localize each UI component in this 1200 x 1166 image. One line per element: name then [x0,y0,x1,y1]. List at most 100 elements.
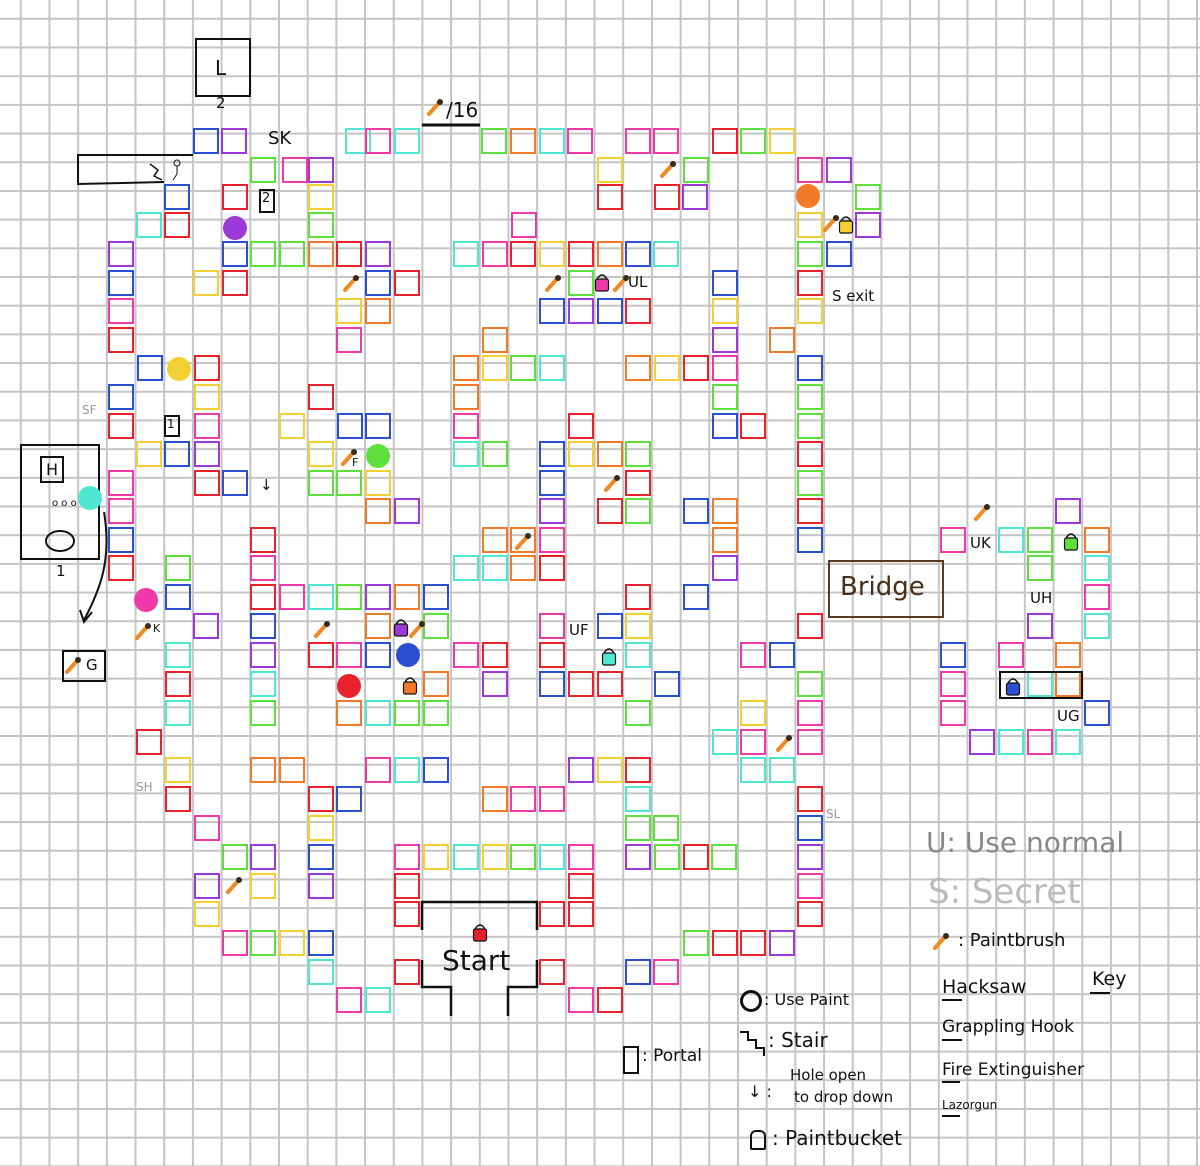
paintbrush-icon[interactable] [659,160,677,178]
paint-dot-magenta[interactable] [134,588,158,612]
tile-purple [365,584,391,610]
paintbrush-icon[interactable] [822,214,840,232]
paint-dot-purple[interactable] [223,216,247,240]
paintbrush-icon[interactable] [64,656,82,674]
tile-magenta [539,613,565,639]
legend-portal-icon [623,1046,639,1074]
tile-yellow [769,128,795,154]
tile-red [597,987,623,1013]
paintbrush-icon[interactable] [342,274,360,292]
tile-purple [308,873,334,899]
tile-green [165,555,191,581]
tile-red [797,901,823,927]
paintbrush-icon[interactable] [134,622,152,640]
paint-bucket-red[interactable] [472,922,488,942]
tile-red [136,729,162,755]
paint-dot-blue[interactable] [396,643,420,667]
paintbrush-icon[interactable] [544,274,562,292]
tile-blue [539,441,565,467]
paintbrush-icon[interactable] [225,876,243,894]
tile-magenta [282,157,308,183]
paintbrush-icon[interactable] [426,98,444,116]
grappling-hook-box[interactable]: G [62,650,106,682]
tile-red [165,671,191,697]
tile-cyan [453,555,479,581]
tile-orange [336,700,362,726]
tile-yellow [250,873,276,899]
tile-orange [394,584,420,610]
tile-orange [482,327,508,353]
paint-dot-cyan[interactable] [78,486,102,510]
paint-bucket-purple[interactable] [393,617,409,637]
tile-blue [1084,700,1110,726]
paintbrush-icon[interactable] [514,532,532,550]
paintbrush-icon[interactable] [313,620,331,638]
tile-magenta [567,128,593,154]
paint-bucket-orange[interactable] [402,675,418,695]
paintbrush-icon[interactable] [340,448,358,466]
tile-blue [683,584,709,610]
tile-magenta [453,642,479,668]
tile-red [308,786,334,812]
paint-bucket-green[interactable] [1063,531,1079,551]
tile-blue [423,757,449,783]
paint-bucket-magenta[interactable] [594,272,610,292]
tile-cyan [653,241,679,267]
portal-2-small[interactable]: 2 [259,189,275,213]
tile-blue [365,642,391,668]
tile-green [797,413,823,439]
paint-dot-green[interactable] [366,444,390,468]
tile-red [568,413,594,439]
legend-key: Key [1092,968,1127,990]
paintbrush-icon[interactable] [612,274,630,292]
tile-blue [164,441,190,467]
tile-red [108,413,134,439]
paintbrush-icon[interactable] [775,734,793,752]
tile-purple [365,241,391,267]
paint-dot-red[interactable] [337,674,361,698]
paintbrush-icon[interactable] [932,932,950,950]
tile-magenta [653,128,679,154]
legend-paintbrush: : Paintbrush [958,930,1066,951]
tile-blue [712,413,738,439]
legend-paintbucket: : Paintbucket [772,1126,902,1150]
paint-bucket-yellow[interactable] [838,214,854,234]
tile-red [394,901,420,927]
tile-yellow [654,355,680,381]
tile-magenta [797,873,823,899]
tile-red [797,613,823,639]
paint-dot-yellow[interactable] [167,357,191,381]
tile-cyan [453,844,479,870]
portal-1-small[interactable]: 1 [164,415,180,437]
tile-red [797,270,823,296]
paintbrush-icon[interactable] [973,503,991,521]
paint-bucket-cyan[interactable] [601,646,617,666]
paint-dot-orange[interactable] [796,184,820,208]
tile-purple [826,157,852,183]
tile-green [683,930,709,956]
portal-2-top[interactable]: L [195,38,251,97]
legend-fire-extinguisher: Fire Extinguisher [942,1060,1085,1080]
bridge[interactable]: Bridge [828,560,944,618]
legend-stair: : Stair [768,1028,828,1052]
tile-yellow [539,241,565,267]
tile-purple [193,613,219,639]
tile-green [1027,555,1053,581]
tile-blue [826,241,852,267]
marker-ul: UL [628,273,648,291]
tile-blue [365,270,391,296]
tile-yellow [423,844,449,870]
tile-red [250,584,276,610]
paintbrush-icon[interactable] [408,620,426,638]
marker-sh: SH [136,780,153,794]
paint-bucket-blue[interactable] [1005,676,1021,696]
paintbrush-icon[interactable] [603,474,621,492]
tile-cyan [308,959,334,985]
hole-arrow-icon: ↓ [260,476,273,494]
tile-cyan [539,844,565,870]
legend-use-paint: : Use Paint [764,990,850,1009]
tile-magenta [940,700,966,726]
tile-green [250,157,276,183]
tile-purple [712,555,738,581]
tile-orange [510,128,536,154]
